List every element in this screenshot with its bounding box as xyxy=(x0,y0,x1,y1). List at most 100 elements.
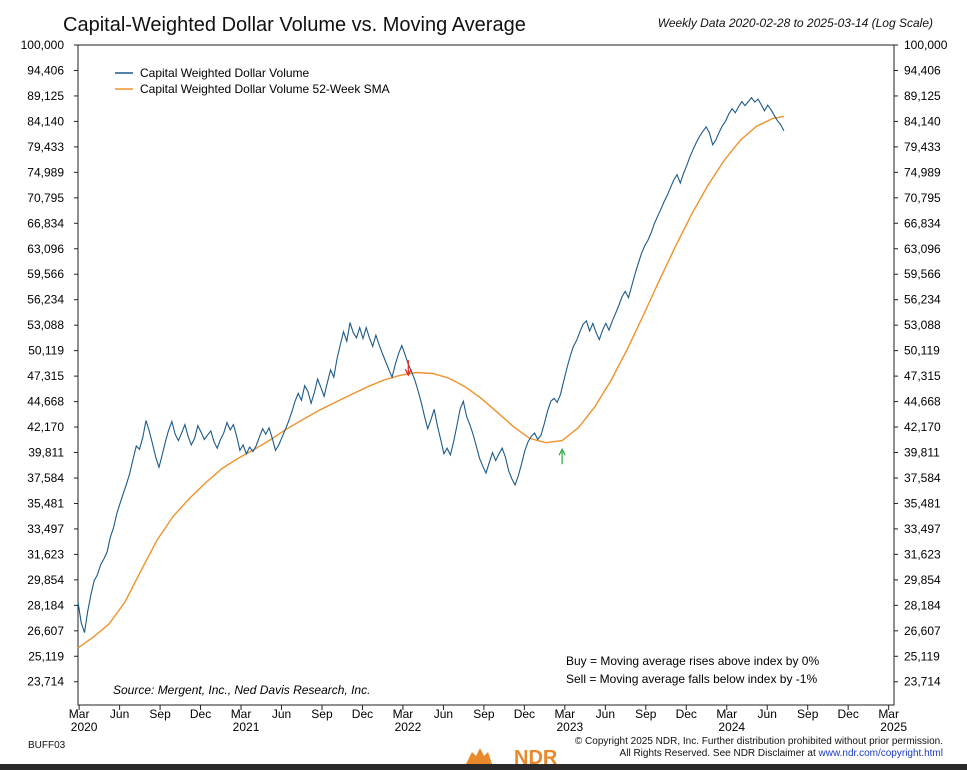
legend: Capital Weighted Dollar Volume Capital W… xyxy=(115,66,390,96)
y-tick-label-left: 25,119 xyxy=(28,649,64,663)
y-tick-label-right: 31,623 xyxy=(904,547,941,561)
y-tick-label-left: 35,481 xyxy=(27,496,64,510)
copyright-line-1: © Copyright 2025 NDR, Inc. Further distr… xyxy=(574,736,943,747)
x-tick-label: Mar xyxy=(231,707,252,721)
series-line-index xyxy=(77,96,785,633)
x-tick-label: Dec xyxy=(676,707,697,721)
y-tick-label-left: 28,184 xyxy=(27,598,64,612)
x-tick-label: Mar xyxy=(69,707,90,721)
y-tick-label-left: 94,406 xyxy=(27,63,64,77)
plot-frame xyxy=(77,44,895,706)
y-tick-label-left: 42,170 xyxy=(27,420,64,434)
x-tick-label: Dec xyxy=(352,707,373,721)
y-tick-label-right: 84,140 xyxy=(904,114,941,128)
y-tick-label-left: 26,607 xyxy=(27,624,64,638)
y-axis-labels: 23,714 23,714 25,119 25,119 26,607 26,607 28,1… xyxy=(21,38,948,689)
x-tick-label: Jun xyxy=(434,707,453,721)
y-tick-label-left: 44,668 xyxy=(27,395,64,409)
signal-markers xyxy=(404,360,566,465)
y-tick-label-right: 79,433 xyxy=(904,140,941,154)
x-tick-label: Sep xyxy=(635,707,657,721)
chart-subtitle: Weekly Data 2020-02-28 to 2025-03-14 (Lo… xyxy=(657,16,933,30)
y-tick-label-right: 94,406 xyxy=(904,63,941,77)
x-tick-label: Jun xyxy=(596,707,615,721)
x-axis-labels: Mar Jun Sep Dec Mar Jun Sep Dec Mar Jun Sep Dec Mar J… xyxy=(69,707,908,734)
y-tick-label-left: 47,315 xyxy=(27,369,64,383)
x-tick-label: Dec xyxy=(514,707,535,721)
x-tick-label: Sep xyxy=(797,707,819,721)
x-tick-label: Mar xyxy=(878,707,899,721)
y-tick-label-left: 66,834 xyxy=(27,216,64,230)
y-tick-label-right: 37,584 xyxy=(904,471,941,485)
y-tick-label-left: 31,623 xyxy=(27,547,64,561)
chart-title: Capital-Weighted Dollar Volume vs. Movin… xyxy=(63,14,526,36)
logo-text: NDR xyxy=(514,747,558,768)
y-tick-label-left: 33,497 xyxy=(27,522,64,536)
x-year-label: 2022 xyxy=(395,720,422,734)
ndr-logo: NDR xyxy=(466,747,558,768)
sell-rule-note: Sell = Moving average falls below index … xyxy=(566,672,817,686)
sell-signal-arrow xyxy=(404,360,412,377)
y-tick-label-right: 50,119 xyxy=(904,344,940,358)
x-year-label: 2021 xyxy=(233,720,260,734)
buy-rule-note: Buy = Moving average rises above index b… xyxy=(566,654,819,668)
x-tick-label: Sep xyxy=(311,707,333,721)
y-tick-label-right: 25,119 xyxy=(904,649,940,663)
y-tick-label-right: 63,096 xyxy=(904,242,941,256)
x-tick-label: Mar xyxy=(716,707,737,721)
y-tick-label-right: 47,315 xyxy=(904,369,941,383)
bottom-bar xyxy=(0,764,967,770)
source-note: Source: Mergent, Inc., Ned Davis Researc… xyxy=(113,683,370,697)
y-tick-label-right: 89,125 xyxy=(904,89,941,103)
legend-label-index: Capital Weighted Dollar Volume xyxy=(140,66,310,80)
y-tick-label-left: 23,714 xyxy=(27,675,64,689)
y-tick-label-right: 28,184 xyxy=(904,598,941,612)
y-tick-label-left: 74,989 xyxy=(27,165,64,179)
bull-bear-icon xyxy=(466,748,492,764)
x-tick-label: Dec xyxy=(190,707,211,721)
y-tick-label-right: 56,234 xyxy=(904,293,941,307)
y-tick-label-right: 26,607 xyxy=(904,624,941,638)
copyright-notice: © Copyright 2025 NDR, Inc. Further distr… xyxy=(575,736,943,760)
x-tick-label: Sep xyxy=(149,707,171,721)
axis-ticks xyxy=(74,44,898,710)
series-line-sma xyxy=(77,115,785,649)
y-tick-label-right: 59,566 xyxy=(904,267,941,281)
x-year-label: 2020 xyxy=(71,720,98,734)
x-tick-label: Jun xyxy=(110,707,129,721)
legend-label-sma: Capital Weighted Dollar Volume 52-Week S… xyxy=(140,82,390,96)
y-tick-label-left: 37,584 xyxy=(27,471,64,485)
y-tick-label-left: 53,088 xyxy=(27,318,64,332)
y-tick-label-left: 56,234 xyxy=(27,293,64,307)
y-tick-label-left: 84,140 xyxy=(27,114,64,128)
x-tick-label: Sep xyxy=(473,707,495,721)
x-tick-label: Mar xyxy=(393,707,414,721)
y-tick-label-right: 42,170 xyxy=(904,420,941,434)
y-tick-label-right: 33,497 xyxy=(904,522,941,536)
y-tick-label-right: 44,668 xyxy=(904,395,941,409)
chart-svg: 23,714 23,714 25,119 25,119 26,607 26,607 28,1… xyxy=(21,38,948,734)
y-tick-label-left: 50,119 xyxy=(28,344,64,358)
y-tick-label-left: 79,433 xyxy=(27,140,64,154)
y-tick-label-left: 29,854 xyxy=(27,573,64,587)
y-tick-label-left: 70,795 xyxy=(27,191,64,205)
buy-signal-arrow xyxy=(558,447,566,465)
x-year-label: 2023 xyxy=(556,720,583,734)
x-tick-label: Dec xyxy=(838,707,859,721)
y-tick-label-right: 29,854 xyxy=(904,573,941,587)
x-year-label: 2025 xyxy=(880,720,907,734)
copyright-line-2: All Rights Reserved. See NDR Disclaimer … xyxy=(575,748,943,760)
y-tick-label-right: 70,795 xyxy=(904,191,941,205)
y-tick-label-left: 100,000 xyxy=(21,38,65,52)
y-tick-label-right: 39,811 xyxy=(904,446,940,460)
y-tick-label-right: 35,481 xyxy=(904,496,941,510)
y-tick-label-left: 59,566 xyxy=(27,267,64,281)
chart-code: BUFF03 xyxy=(28,740,66,751)
y-tick-label-right: 66,834 xyxy=(904,216,941,230)
y-tick-label-right: 100,000 xyxy=(904,38,948,52)
y-tick-label-right: 23,714 xyxy=(904,675,941,689)
x-tick-label: Mar xyxy=(555,707,576,721)
copyright-link[interactable]: www.ndr.com/copyright.html xyxy=(818,748,944,759)
y-tick-label-right: 53,088 xyxy=(904,318,941,332)
y-tick-label-right: 74,989 xyxy=(904,165,941,179)
